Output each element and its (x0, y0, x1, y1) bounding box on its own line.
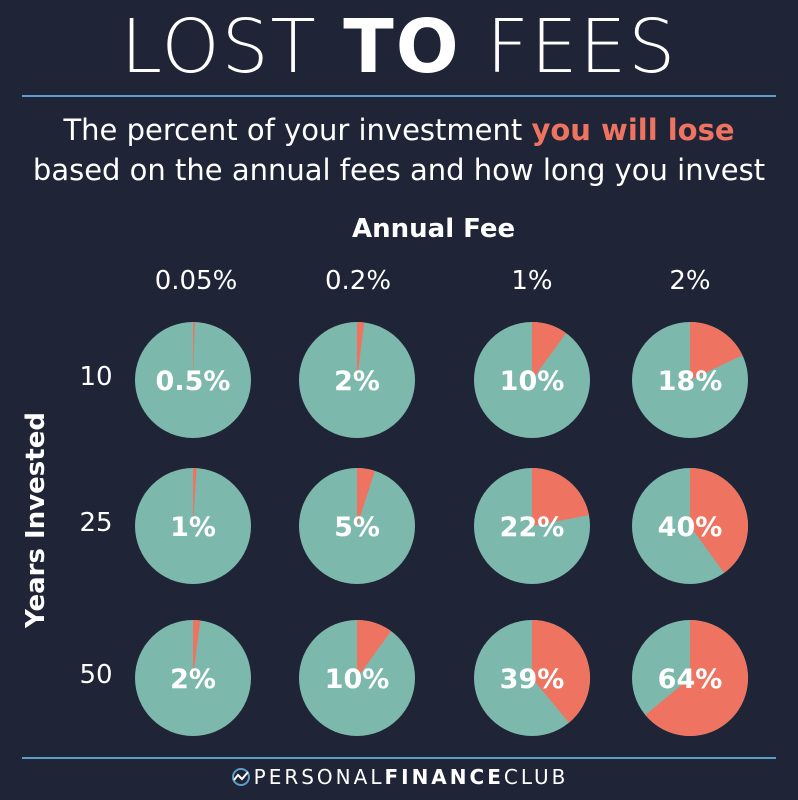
bottom-divider (22, 757, 776, 759)
pie-1-3: 40% (632, 468, 748, 584)
title-part-1: LOST (120, 4, 344, 90)
footer-text-3: CLUB (503, 765, 569, 789)
pie-lost-slice (357, 620, 392, 678)
column-label-2: 0.2% (324, 266, 392, 296)
pie-value-label: 40% (658, 512, 723, 543)
pie-value-label: 0.5% (156, 366, 231, 397)
column-label-3: 1% (511, 266, 553, 296)
pie-lost-slice (357, 322, 365, 380)
pie-lost-slice (532, 468, 589, 526)
pie-lost-slice (532, 322, 567, 380)
pie-lost-slice (193, 322, 195, 380)
pie-1-0: 1% (135, 468, 251, 584)
pie-1-2: 22% (474, 468, 590, 584)
row-label-1: 10 (79, 362, 113, 392)
pie-2-1: 10% (299, 620, 415, 736)
pie-0-2: 10% (474, 322, 590, 438)
pie-value-label: 18% (658, 366, 723, 397)
pie-2-3: 64% (632, 620, 748, 736)
pie-lost-slice (645, 620, 748, 736)
pie-value-label: 2% (334, 366, 380, 397)
pie-lost-slice (532, 620, 590, 723)
pie-value-label: 39% (500, 664, 565, 695)
pie-2-2: 39% (474, 620, 590, 736)
row-label-3: 50 (79, 660, 113, 690)
pie-0-1: 2% (299, 322, 415, 438)
footer-text-2: FINANCE (384, 765, 504, 789)
pie-1-1: 5% (299, 468, 415, 584)
pie-2-0: 2% (135, 620, 251, 736)
footer-brand: PERSONALFINANCECLUB (0, 765, 798, 789)
pie-value-label: 10% (500, 366, 565, 397)
footer-text-1: PERSONAL (253, 765, 385, 789)
chart-line-icon (231, 768, 250, 786)
page-title: LOST TO FEES (0, 4, 798, 90)
title-part-2: TO (343, 4, 461, 90)
subtitle-line-2: based on the annual fees and how long yo… (32, 153, 766, 187)
pie-value-label: 2% (170, 664, 216, 695)
row-label-2: 25 (79, 508, 113, 538)
top-divider (22, 95, 776, 97)
subtitle-highlight: you will lose (531, 113, 735, 147)
pie-lost-slice (690, 468, 748, 573)
pie-lost-slice (193, 468, 197, 526)
pie-value-label: 1% (170, 512, 216, 543)
title-part-3: FEES (460, 4, 678, 90)
pie-value-label: 64% (658, 664, 723, 695)
pie-lost-slice (690, 322, 743, 380)
pie-lost-slice (193, 620, 201, 678)
pie-value-label: 10% (325, 664, 390, 695)
subtitle-text: The percent of your investment (63, 113, 532, 147)
pie-0-0: 0.5% (135, 322, 251, 438)
pie-0-3: 18% (632, 322, 748, 438)
pie-lost-slice (357, 468, 375, 526)
x-axis-title: Annual Fee (352, 214, 516, 244)
pie-value-label: 5% (334, 512, 380, 543)
column-label-4: 2% (669, 266, 711, 296)
pie-value-label: 22% (500, 512, 565, 543)
column-label-1: 0.05% (154, 266, 238, 296)
subtitle-line-1: The percent of your investment you will … (0, 110, 798, 150)
